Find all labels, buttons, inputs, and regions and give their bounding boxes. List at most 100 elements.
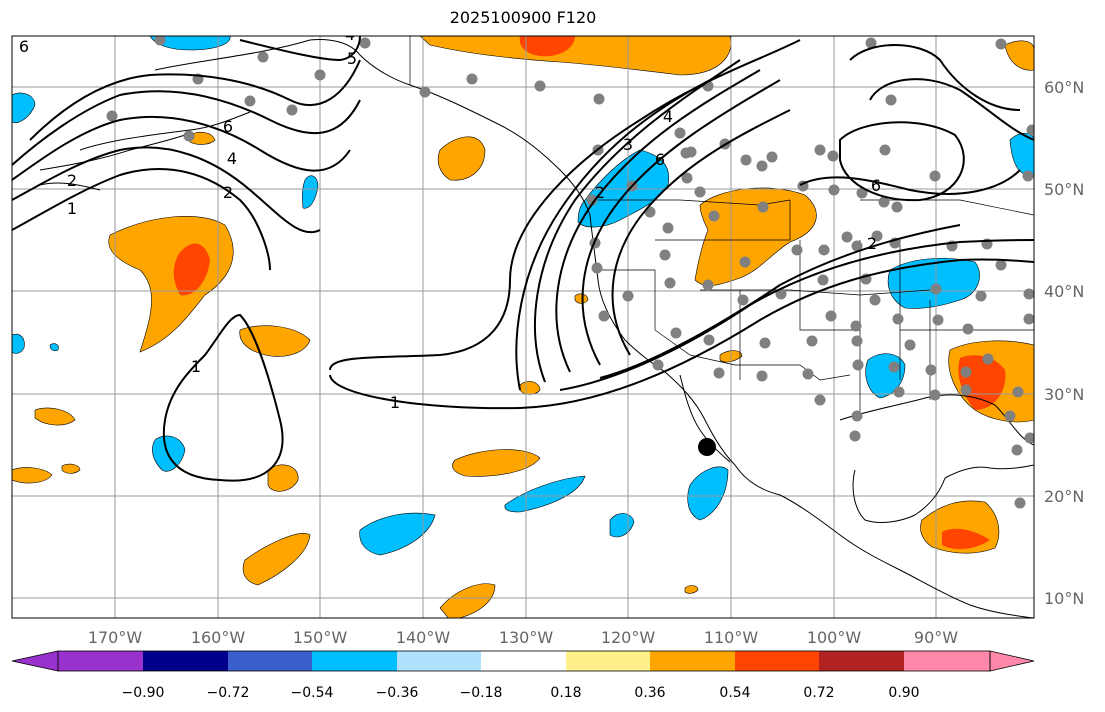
station-dot bbox=[885, 94, 897, 106]
station-dot bbox=[960, 366, 972, 378]
station-dot bbox=[702, 279, 714, 291]
colorbar-segment bbox=[228, 651, 312, 671]
station-dot bbox=[591, 262, 603, 274]
colorbar-segment bbox=[397, 651, 481, 671]
contour-label: 2 bbox=[595, 183, 605, 202]
colorbar-labels: −0.90 −0.72 −0.54 −0.36 −0.18 0.18 0.36 … bbox=[122, 685, 920, 701]
station-dot bbox=[814, 394, 826, 406]
colorbar-label: 0.36 bbox=[634, 685, 665, 701]
station-dot bbox=[925, 364, 937, 376]
station-dot bbox=[1022, 170, 1034, 182]
lon-label: 110°W bbox=[704, 628, 759, 647]
colorbar-label: 0.72 bbox=[803, 685, 834, 701]
contour-label: 6 bbox=[19, 37, 29, 56]
station-dot bbox=[929, 389, 941, 401]
lat-label: 50°N bbox=[1044, 180, 1084, 199]
station-dot bbox=[932, 314, 944, 326]
lat-label: 30°N bbox=[1044, 385, 1084, 404]
contour-label: 5 bbox=[347, 49, 357, 68]
station-dot bbox=[708, 210, 720, 222]
station-dot bbox=[825, 310, 837, 322]
colorbar-segment bbox=[312, 651, 397, 671]
station-dot bbox=[791, 244, 803, 256]
station-dot bbox=[737, 294, 749, 306]
station-dot bbox=[802, 368, 814, 380]
station-dot bbox=[1014, 497, 1026, 509]
station-dot bbox=[982, 353, 994, 365]
contour-label: 6 bbox=[223, 117, 233, 136]
station-dot bbox=[703, 334, 715, 346]
station-dot bbox=[828, 184, 840, 196]
lon-label: 160°W bbox=[191, 628, 246, 647]
station-dot bbox=[841, 231, 853, 243]
colorbar-segment bbox=[904, 651, 990, 671]
lon-label: 130°W bbox=[499, 628, 554, 647]
station-dot bbox=[1023, 313, 1034, 325]
colorbar-segment bbox=[650, 651, 735, 671]
contour-labels: 1 2 3 4 5 6 1 2 4 6 2 4 6 1 2 6 bbox=[19, 25, 881, 412]
station-dot bbox=[1012, 386, 1024, 398]
station-dot bbox=[962, 323, 974, 335]
lat-label: 40°N bbox=[1044, 282, 1084, 301]
colorbar-segment bbox=[58, 651, 143, 671]
contour-label: 3 bbox=[623, 135, 633, 154]
contour-label: 4 bbox=[663, 107, 673, 126]
station-dot bbox=[995, 259, 1007, 271]
colorbar-label: 0.18 bbox=[550, 685, 581, 701]
colorbar-segment bbox=[143, 651, 228, 671]
station-dot bbox=[756, 160, 768, 172]
station-dot bbox=[1011, 444, 1023, 456]
contour-label: 6 bbox=[871, 176, 881, 195]
colorbar-outline bbox=[57, 650, 991, 672]
station-dot bbox=[851, 335, 863, 347]
contour-label: 6 bbox=[655, 150, 665, 169]
graticule bbox=[12, 36, 1034, 618]
colorbar-label: −0.90 bbox=[122, 685, 165, 701]
station-dot bbox=[586, 194, 598, 206]
lat-label: 10°N bbox=[1044, 589, 1084, 608]
station-dot bbox=[257, 51, 269, 63]
colorbar-label: −0.18 bbox=[460, 685, 503, 701]
station-dot bbox=[814, 144, 826, 156]
station-dot bbox=[865, 37, 877, 49]
station-dot bbox=[593, 93, 605, 105]
contour-label: 2 bbox=[67, 171, 77, 190]
point-marker bbox=[698, 438, 716, 456]
contour-label: 4 bbox=[345, 25, 355, 44]
station-dot bbox=[775, 288, 787, 300]
station-dot bbox=[466, 73, 478, 85]
contour-label: 2 bbox=[867, 234, 877, 253]
station-dot bbox=[818, 244, 830, 256]
lat-label: 60°N bbox=[1044, 78, 1084, 97]
station-dot bbox=[975, 290, 987, 302]
station-dot bbox=[851, 240, 863, 252]
lon-label: 170°W bbox=[88, 628, 143, 647]
map-title: 2025100900 F120 bbox=[449, 8, 597, 27]
station-dot bbox=[869, 294, 881, 306]
colorbar-segments bbox=[11, 650, 1035, 672]
map-frame bbox=[11, 35, 1035, 619]
station-dot bbox=[806, 335, 818, 347]
contour-label: 1 bbox=[390, 393, 400, 412]
contour-label: 4 bbox=[227, 149, 237, 168]
station-dot bbox=[652, 359, 664, 371]
station-dot bbox=[930, 283, 942, 295]
station-dot bbox=[1024, 432, 1034, 444]
station-dot bbox=[713, 367, 725, 379]
contour-label: 1 bbox=[67, 199, 77, 218]
station-dot bbox=[817, 274, 829, 286]
station-dot bbox=[856, 187, 868, 199]
station-dot bbox=[359, 37, 371, 49]
station-dot bbox=[154, 36, 166, 46]
lon-label: 120°W bbox=[601, 628, 656, 647]
station-dot bbox=[740, 154, 752, 166]
station-dot bbox=[685, 146, 697, 158]
contour-label: 2 bbox=[223, 183, 233, 202]
station-dot bbox=[850, 320, 862, 332]
station-dot bbox=[891, 201, 903, 213]
station-dot bbox=[892, 313, 904, 325]
station-dot bbox=[681, 172, 693, 184]
longitude-labels: 170°W 160°W 150°W 140°W 130°W 120°W 110°… bbox=[88, 628, 958, 647]
station-dot bbox=[1004, 410, 1016, 422]
